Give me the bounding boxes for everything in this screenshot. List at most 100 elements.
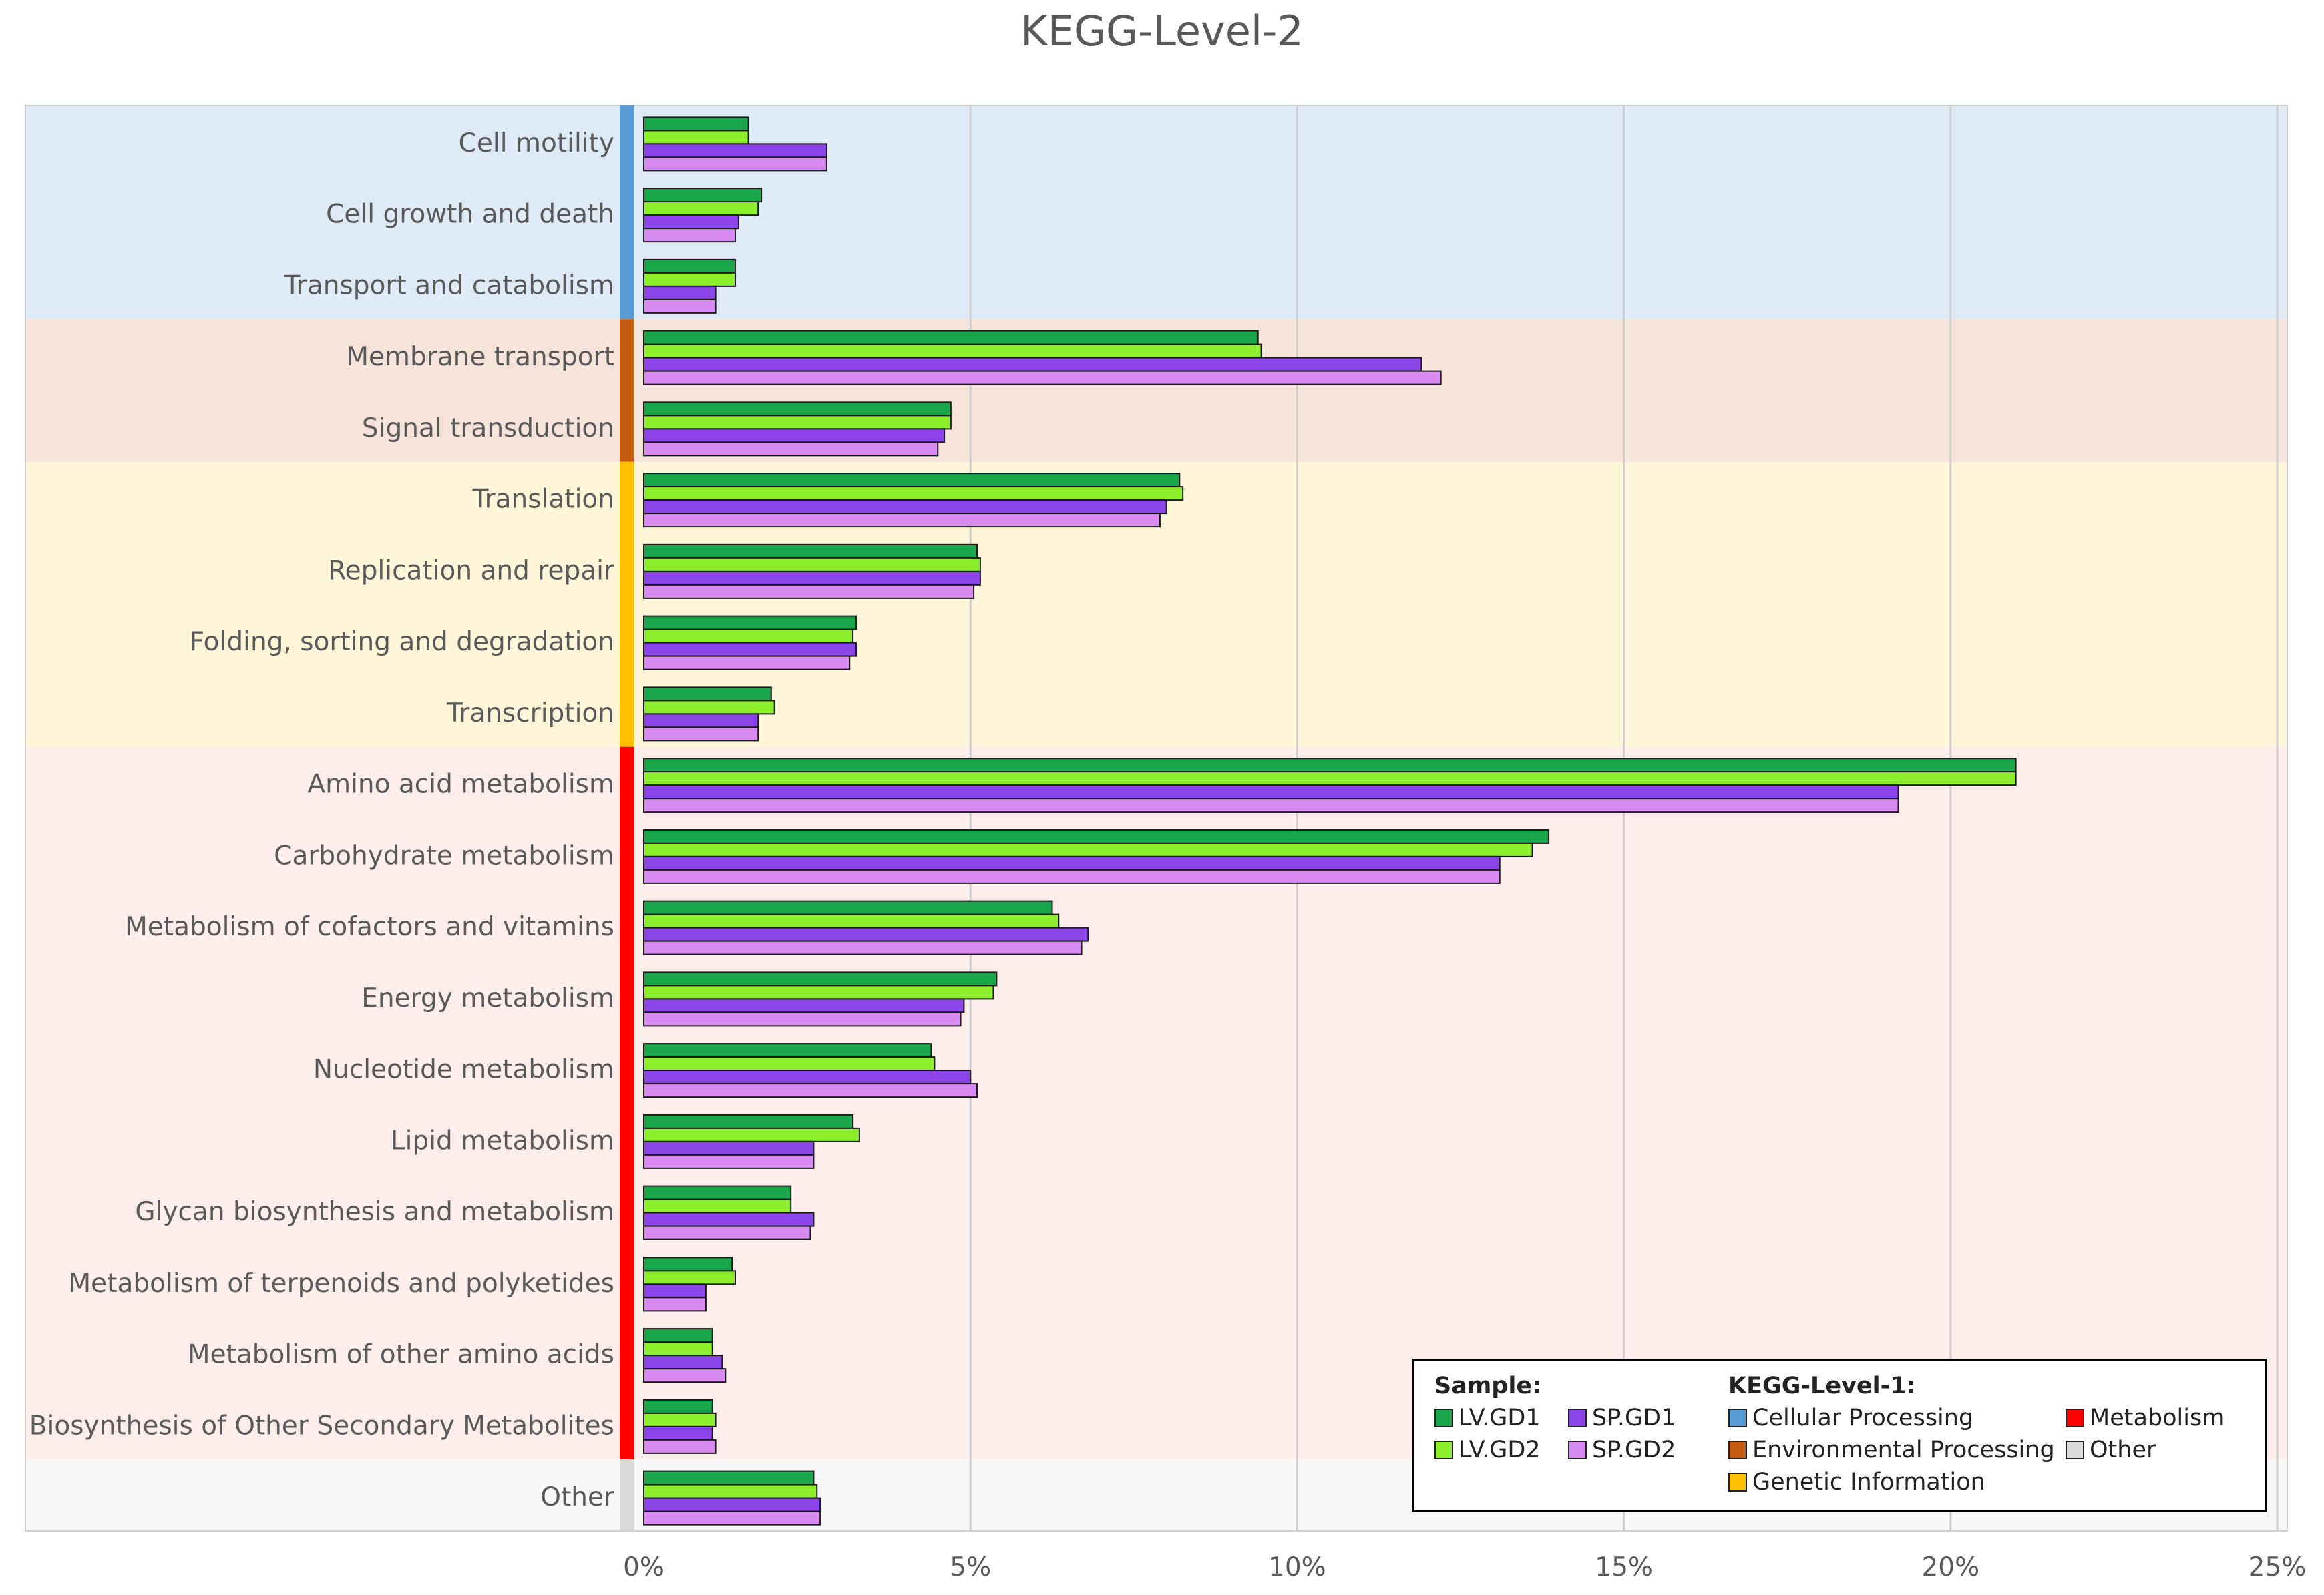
bar-sp-gd2-energy-metabolism: [643, 1011, 962, 1027]
category-label-translation: Translation: [471, 485, 614, 515]
legend-entry-sp-gd2: SP.GD2: [1568, 1437, 1676, 1463]
bar-sp-gd1-nucleotide-metabolism: [643, 1070, 972, 1085]
bar-lv-gd2-membrane-transport: [643, 343, 1262, 359]
bar-lv-gd1-metabolism-of-cofactors-and-vitamins: [643, 900, 1053, 915]
bar-sp-gd2-metabolism-of-cofactors-and-vitamins: [643, 940, 1083, 955]
bar-sp-gd1-translation: [643, 499, 1167, 515]
bar-lv-gd1-transcription: [643, 686, 772, 702]
bar-lv-gd1-energy-metabolism: [643, 971, 998, 987]
legend-swatch-environmental-processing: [1728, 1441, 1747, 1459]
bar-lv-gd2-folding-sorting-and-degradation: [643, 628, 854, 644]
bar-sp-gd1-carbohydrate-metabolism: [643, 855, 1501, 871]
legend-entry-metabolism: Metabolism: [2066, 1405, 2224, 1431]
legend-label-cellular-processing: Cellular Processing: [1752, 1405, 1974, 1431]
bar-sp-gd2-replication-and-repair: [643, 584, 975, 599]
category-label-cell-motility: Cell motility: [459, 128, 614, 158]
bar-sp-gd1-glycan-biosynthesis-and-metabolism: [643, 1212, 815, 1227]
bar-sp-gd1-metabolism-of-terpenoids-and-polyketides: [643, 1283, 707, 1299]
bar-sp-gd2-folding-sorting-and-degradation: [643, 655, 851, 670]
x-tick-label: 15%: [1595, 1552, 1653, 1582]
band-cellular-processing: [25, 105, 2287, 320]
bar-lv-gd1-lipid-metabolism: [643, 1114, 854, 1129]
category-label-other: Other: [540, 1482, 615, 1512]
bar-sp-gd2-carbohydrate-metabolism: [643, 869, 1501, 884]
bar-lv-gd2-metabolism-of-terpenoids-and-polyketides: [643, 1270, 736, 1285]
bar-lv-gd2-signal-transduction: [643, 415, 952, 430]
legend-entry-lv-gd2: LV.GD2: [1434, 1437, 1541, 1463]
legend-swatch-cellular-processing: [1728, 1409, 1747, 1427]
bar-sp-gd1-transport-and-catabolism: [643, 285, 717, 300]
category-label-carbohydrate-metabolism: Carbohydrate metabolism: [274, 841, 614, 871]
bar-sp-gd1-folding-sorting-and-degradation: [643, 642, 857, 657]
legend-level1-header: KEGG-Level-1:: [1728, 1373, 1916, 1399]
gridlines: [969, 105, 2279, 1531]
bar-lv-gd2-translation: [643, 486, 1184, 501]
bar-sp-gd1-transcription: [643, 713, 759, 728]
bar-lv-gd1-signal-transduction: [643, 401, 952, 417]
plot-outline: [25, 105, 2288, 1532]
bar-sp-gd2-translation: [643, 513, 1161, 528]
bar-lv-gd1-glycan-biosynthesis-and-metabolism: [643, 1185, 792, 1200]
bar-sp-gd2-metabolism-of-terpenoids-and-polyketides: [643, 1297, 707, 1312]
category-label-folding-sorting-and-degradation: Folding, sorting and degradation: [190, 627, 614, 657]
legend-label-metabolism: Metabolism: [2090, 1405, 2225, 1431]
bar-sp-gd1-membrane-transport: [643, 357, 1422, 372]
legend-entry-sp-gd1: SP.GD1: [1568, 1405, 1676, 1431]
bar-lv-gd1-carbohydrate-metabolism: [643, 829, 1550, 844]
bar-sp-gd1-metabolism-of-other-amino-acids: [643, 1355, 723, 1370]
legend-swatch-sp-gd1: [1568, 1409, 1587, 1427]
bar-lv-gd2-energy-metabolism: [643, 985, 994, 1000]
bar-sp-gd2-metabolism-of-other-amino-acids: [643, 1368, 727, 1383]
bar-sp-gd2-transport-and-catabolism: [643, 298, 717, 314]
bar-lv-gd1-nucleotide-metabolism: [643, 1043, 932, 1058]
bar-sp-gd1-cell-growth-and-death: [643, 214, 739, 230]
category-label-metabolism-of-cofactors-and-vitamins: Metabolism of cofactors and vitamins: [125, 912, 614, 942]
group-bar-metabolism: [620, 746, 634, 1460]
legend-entry-lv-gd1: LV.GD1: [1434, 1405, 1541, 1431]
bar-lv-gd1-metabolism-of-terpenoids-and-polyketides: [643, 1257, 733, 1272]
bar-lv-gd2-transport-and-catabolism: [643, 272, 736, 287]
category-label-biosynthesis-of-other-secondary-metabolites: Biosynthesis of Other Secondary Metaboli…: [29, 1411, 614, 1441]
category-label-nucleotide-metabolism: Nucleotide metabolism: [313, 1055, 614, 1085]
x-tick-label: 10%: [1268, 1552, 1326, 1582]
bar-sp-gd2-cell-motility: [643, 156, 827, 172]
category-label-signal-transduction: Signal transduction: [362, 413, 614, 443]
bar-sp-gd2-amino-acid-metabolism: [643, 798, 1899, 813]
bar-sp-gd1-cell-motility: [643, 143, 827, 158]
legend-label-environmental-processing: Environmental Processing: [1752, 1437, 2055, 1463]
category-label-cell-growth-and-death: Cell growth and death: [326, 200, 614, 230]
bar-lv-gd1-cell-motility: [643, 116, 749, 132]
legend-swatch-lv-gd2: [1434, 1441, 1453, 1459]
legend-swatch-sp-gd2: [1568, 1441, 1587, 1459]
legend-label-lv-gd2: LV.GD2: [1459, 1437, 1541, 1463]
bar-lv-gd1-cell-growth-and-death: [643, 188, 763, 203]
chart-title: KEGG-Level-2: [1020, 7, 1304, 55]
legend-entry-genetic-information: Genetic Information: [1728, 1469, 1985, 1496]
legend-label-other: Other: [2090, 1437, 2156, 1463]
bar-sp-gd1-lipid-metabolism: [643, 1140, 815, 1156]
legend-entry-cellular-processing: Cellular Processing: [1728, 1405, 1973, 1431]
bar-sp-gd1-metabolism-of-cofactors-and-vitamins: [643, 927, 1089, 942]
bar-sp-gd2-biosynthesis-of-other-secondary-metabolites: [643, 1439, 717, 1454]
bar-lv-gd2-glycan-biosynthesis-and-metabolism: [643, 1198, 792, 1214]
category-label-metabolism-of-terpenoids-and-polyketides: Metabolism of terpenoids and polyketides: [69, 1269, 614, 1299]
group-bar-other: [620, 1459, 634, 1531]
legend-entry-other: Other: [2066, 1437, 2156, 1463]
category-label-energy-metabolism: Energy metabolism: [361, 983, 614, 1013]
x-tick-label: 5%: [950, 1552, 991, 1582]
x-tick-label: 0%: [623, 1552, 664, 1582]
bar-lv-gd2-other: [643, 1484, 818, 1499]
category-label-membrane-transport: Membrane transport: [346, 342, 614, 372]
bar-lv-gd1-folding-sorting-and-degradation: [643, 615, 857, 630]
bar-lv-gd2-lipid-metabolism: [643, 1127, 860, 1142]
bar-sp-gd1-replication-and-repair: [643, 570, 981, 586]
bar-lv-gd1-other: [643, 1470, 815, 1486]
legend: Sample: KEGG-Level-1: LV.GD1 LV.GD2 SP.G…: [1412, 1359, 2267, 1512]
bar-sp-gd2-nucleotide-metabolism: [643, 1083, 978, 1098]
bar-sp-gd2-lipid-metabolism: [643, 1154, 815, 1169]
group-color-bars: [620, 105, 634, 1531]
bar-lv-gd1-membrane-transport: [643, 330, 1259, 345]
category-label-metabolism-of-other-amino-acids: Metabolism of other amino acids: [188, 1340, 614, 1370]
data-bars: [643, 116, 2017, 1526]
